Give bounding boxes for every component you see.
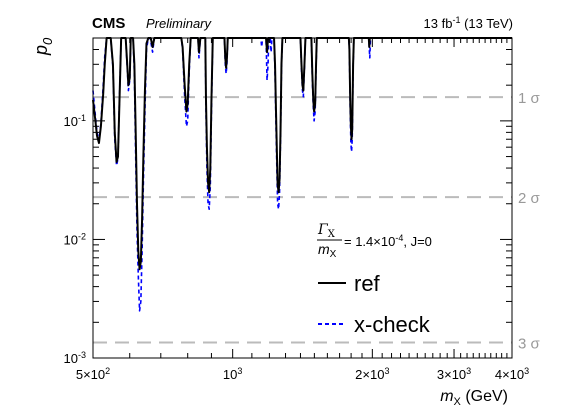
mass-symbol-sub: X (330, 249, 337, 260)
x-axis-title-main: m (440, 388, 453, 405)
lumi-exponent: -1 (452, 15, 460, 25)
y-axis-title-main: p (31, 45, 51, 56)
x-tick-label-exponent: 2 (105, 366, 110, 376)
width-value-suffix: , J=0 (403, 234, 432, 249)
x-tick-label-exponent: 3 (524, 366, 529, 376)
mass-symbol: m (318, 241, 330, 257)
signal-width-label: ΓX mX = 1.4×10-4, J=0 (317, 222, 432, 260)
x-tick-label-mantissa: 3×10 (437, 367, 466, 382)
x-axis-title-sub: X (454, 396, 462, 407)
x-tick-label: 103 (223, 366, 242, 382)
y-tick-label: 10-1 (64, 113, 86, 129)
x-tick-label: 3×103 (437, 366, 471, 382)
lumi-suffix: (13 TeV) (460, 16, 513, 31)
status-label: Preliminary (146, 16, 213, 31)
sigma-lines: 1 σ 2 σ 3 σ (93, 90, 541, 353)
legend-label-xcheck: x-check (354, 312, 431, 337)
x-axis-title: mX (GeV) (440, 388, 508, 407)
width-value-prefix: = 1.4×10 (344, 234, 395, 249)
legend-label-ref: ref (354, 271, 381, 296)
x-tick-label-mantissa: 10 (223, 367, 237, 382)
y-tick-label-exponent: -3 (78, 350, 86, 360)
x-tick-label: 4×103 (495, 366, 529, 382)
x-axis-title-unit: (GeV) (461, 388, 508, 405)
lumi-prefix: 13 fb (424, 16, 453, 31)
x-tick-label-exponent: 3 (237, 366, 242, 376)
y-tick-label-mantissa: 10 (64, 114, 78, 129)
width-fraction-numerator: ΓX (317, 222, 336, 240)
legend: ref x-check (318, 271, 431, 337)
lumi-label: 13 fb-1 (13 TeV) (424, 15, 513, 31)
width-symbol: Γ (317, 222, 329, 238)
y-axis-title: p0 (31, 37, 55, 56)
sigma-label-3: 3 σ (518, 336, 541, 353)
y-axis-title-sub: 0 (40, 37, 55, 45)
x-tick-label-mantissa: 5×10 (76, 367, 105, 382)
y-tick-label: 10-2 (64, 231, 86, 247)
y-tick-label-mantissa: 10 (64, 232, 78, 247)
x-tick-label-exponent: 3 (384, 366, 389, 376)
sigma-label-2: 2 σ (518, 190, 541, 207)
x-tick-label-mantissa: 2×10 (355, 367, 384, 382)
sigma-label-1: 1 σ (518, 90, 541, 107)
x-tick-label: 2×103 (355, 366, 389, 382)
width-fraction-denominator: mX (318, 241, 337, 260)
y-tick-label-exponent: -2 (78, 231, 86, 241)
x-tick-label-exponent: 3 (466, 366, 471, 376)
width-value: = 1.4×10-4, J=0 (344, 233, 432, 249)
y-tick-label: 10-3 (64, 350, 86, 366)
width-value-exponent: -4 (395, 233, 403, 243)
y-tick-label-exponent: -1 (78, 113, 86, 123)
x-tick-label-mantissa: 4×10 (495, 367, 524, 382)
x-tick-label: 5×102 (76, 366, 110, 382)
width-symbol-sub: X (328, 229, 336, 240)
experiment-label: CMS (92, 15, 125, 32)
y-tick-label-mantissa: 10 (64, 351, 78, 366)
plot-frame (92, 37, 513, 359)
